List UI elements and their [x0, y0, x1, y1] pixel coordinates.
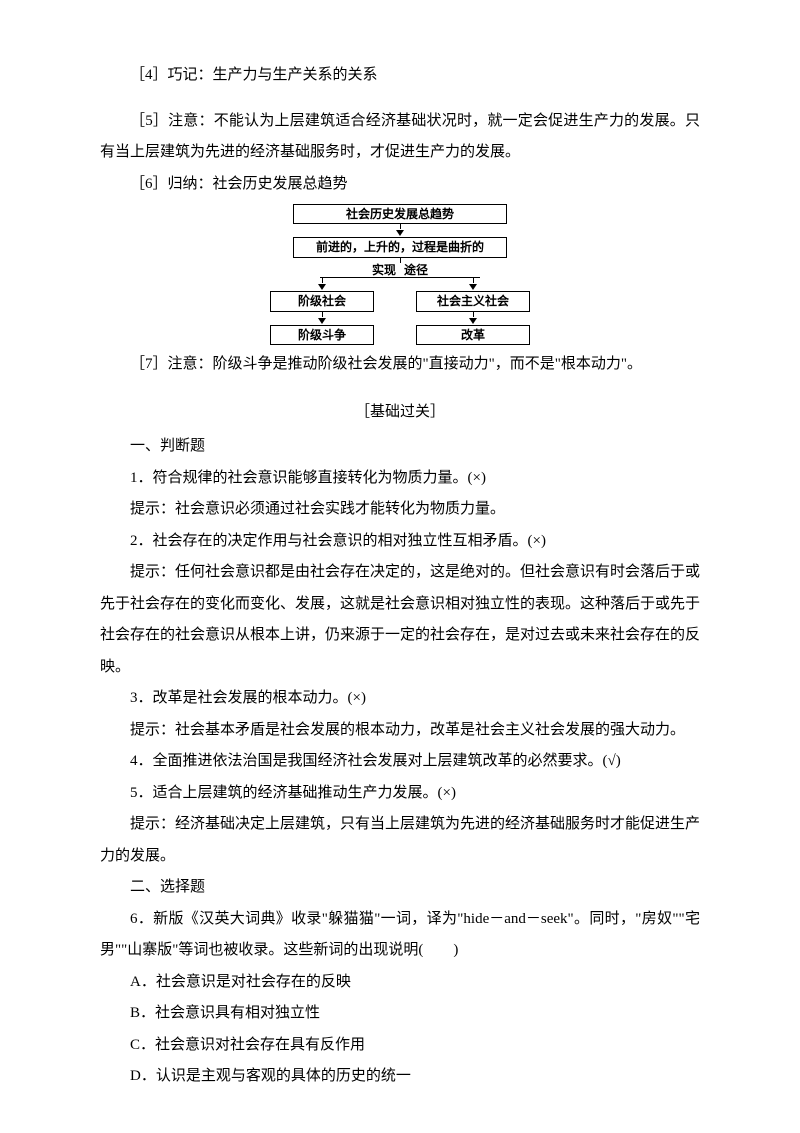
question-2: 2．社会存在的决定作用与社会意识的相对独立性互相矛盾。(×) [100, 526, 700, 558]
note-7: ［7］注意：阶级斗争是推动阶级社会发展的"直接动力"，而不是"根本动力"。 [100, 349, 700, 381]
diagram-box-top: 社会历史发展总趋势 [293, 204, 507, 224]
note-5: ［5］注意：不能认为上层建筑适合经济基础状况时，就一定会促进生产力的发展。只有当… [100, 106, 700, 169]
subsection-1-title: 一、判断题 [100, 431, 700, 463]
diagram-left-branch: 阶级社会 阶级斗争 [270, 278, 374, 345]
diagram-connector [473, 312, 474, 317]
arrow-down-icon [396, 230, 404, 236]
diagram-connector [322, 312, 323, 317]
section-heading-basics: ［基础过关］ [100, 400, 700, 421]
diagram-box-left1: 阶级社会 [270, 291, 374, 311]
question-1-hint: 提示：社会意识必须通过社会实践才能转化为物质力量。 [100, 494, 700, 526]
subsection-2-title: 二、选择题 [100, 872, 700, 904]
arrow-down-icon [469, 318, 477, 324]
option-a: A．社会意识是对社会存在的反映 [100, 967, 700, 999]
arrow-down-icon [318, 318, 326, 324]
split-label-left: 实现 [290, 263, 400, 277]
trend-diagram: 社会历史发展总趋势 前进的，上升的，过程是曲折的 实现 途径 阶级社会 阶级斗争… [100, 204, 700, 345]
document-page: ［4］巧记：生产力与生产关系的关系 ［5］注意：不能认为上层建筑适合经济基础状况… [0, 0, 800, 1133]
diagram-box-left2: 阶级斗争 [270, 325, 374, 345]
spacer [100, 92, 700, 106]
note-4: ［4］巧记：生产力与生产关系的关系 [100, 60, 700, 92]
option-b: B．社会意识具有相对独立性 [100, 998, 700, 1030]
diagram-split-labels: 实现 途径 [290, 263, 510, 277]
diagram-connector [322, 278, 323, 283]
question-4: 4．全面推进依法治国是我国经济社会发展对上层建筑改革的必然要求。(√) [100, 746, 700, 778]
question-3: 3．改革是社会发展的根本动力。(×) [100, 683, 700, 715]
split-label-right: 途径 [400, 263, 510, 277]
option-d: D．认识是主观与客观的具体的历史的统一 [100, 1061, 700, 1093]
question-5-hint: 提示：经济基础决定上层建筑，只有当上层建筑为先进的经济基础服务时才能促进生产力的… [100, 809, 700, 872]
question-1: 1．符合规律的社会意识能够直接转化为物质力量。(×) [100, 463, 700, 495]
option-c: C．社会意识对社会存在具有反作用 [100, 1030, 700, 1062]
question-3-hint: 提示：社会基本矛盾是社会发展的根本动力，改革是社会主义社会发展的强大动力。 [100, 715, 700, 747]
diagram-right-branch: 社会主义社会 改革 [416, 278, 530, 345]
question-6: 6．新版《汉英大词典》收录"躲猫猫"一词，译为"hide－and－seek"。同… [100, 904, 700, 967]
diagram-connector [400, 224, 401, 229]
question-2-hint: 提示：任何社会意识都是由社会存在决定的，这是绝对的。但社会意识有时会落后于或先于… [100, 557, 700, 683]
diagram-box-mid: 前进的，上升的，过程是曲折的 [293, 237, 507, 257]
note-6: ［6］归纳：社会历史发展总趋势 [100, 169, 700, 201]
diagram-box-right2: 改革 [416, 325, 530, 345]
question-5: 5．适合上层建筑的经济基础推动生产力发展。(×) [100, 778, 700, 810]
arrow-down-icon [318, 284, 326, 290]
diagram-connector [473, 278, 474, 283]
arrow-down-icon [469, 284, 477, 290]
diagram-box-right1: 社会主义社会 [416, 291, 530, 311]
